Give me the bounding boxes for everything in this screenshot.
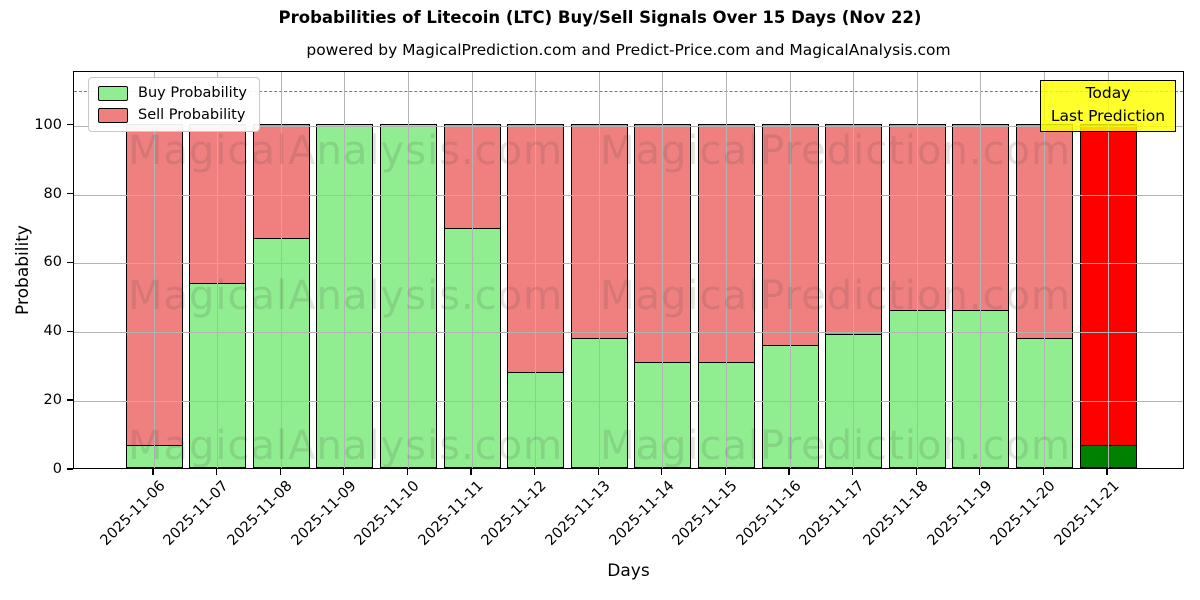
x-tick-mark bbox=[1042, 469, 1045, 475]
x-tick-label-text: 2025-11-16 bbox=[733, 478, 805, 549]
h-gridline bbox=[74, 263, 1183, 265]
h-gridline bbox=[74, 194, 1183, 196]
today-annotation-box: Today Last Prediction bbox=[1040, 80, 1176, 132]
y-tick-mark bbox=[67, 124, 73, 126]
x-tick-label-text: 2025-11-06 bbox=[97, 478, 169, 549]
x-tick-mark bbox=[470, 469, 472, 475]
y-tick-label: 100 bbox=[34, 116, 62, 133]
h-gridline bbox=[74, 125, 1183, 127]
v-gridline bbox=[598, 72, 600, 468]
x-tick-mark bbox=[979, 469, 981, 475]
v-gridline bbox=[217, 72, 219, 468]
x-tick-label-text: 2025-11-11 bbox=[415, 478, 487, 549]
plot-area bbox=[73, 71, 1184, 469]
h-gridline bbox=[74, 401, 1183, 403]
v-gridline bbox=[280, 72, 282, 468]
x-tick-mark bbox=[661, 469, 663, 475]
y-tick-mark bbox=[67, 399, 73, 401]
x-tick-label-text: 2025-11-18 bbox=[860, 478, 932, 549]
legend-item-sell: Sell Probability bbox=[98, 107, 247, 123]
x-tick-label-text: 2025-11-10 bbox=[351, 478, 423, 549]
x-tick-mark bbox=[215, 469, 218, 475]
y-tick-label: 0 bbox=[52, 461, 62, 477]
v-gridline bbox=[344, 72, 346, 468]
v-gridline bbox=[407, 72, 409, 468]
x-tick-mark bbox=[851, 469, 854, 475]
x-tick-label-text: 2025-11-17 bbox=[796, 478, 868, 549]
v-gridline bbox=[980, 72, 982, 468]
x-tick-mark bbox=[1106, 469, 1108, 475]
y-tick-mark bbox=[67, 330, 73, 332]
v-gridline bbox=[662, 72, 664, 468]
x-tick-label-text: 2025-11-12 bbox=[478, 478, 550, 549]
v-gridline bbox=[1107, 72, 1109, 468]
legend: Buy Probability Sell Probability bbox=[88, 77, 260, 132]
y-tick-mark bbox=[67, 192, 73, 195]
legend-label-buy: Buy Probability bbox=[138, 85, 247, 101]
x-tick-label-text: 2025-11-13 bbox=[542, 478, 614, 549]
v-gridline bbox=[725, 72, 727, 468]
legend-label-sell: Sell Probability bbox=[138, 107, 246, 123]
dashed-threshold-line bbox=[74, 91, 1183, 93]
sell-swatch-icon bbox=[98, 107, 128, 123]
x-axis-label: Days bbox=[607, 561, 650, 581]
x-tick-mark bbox=[152, 469, 154, 475]
watermark-text: MagicalPrediction.com bbox=[600, 423, 1071, 469]
watermark-text: MagicalAnalysis.com bbox=[128, 128, 564, 174]
v-gridline bbox=[1043, 72, 1045, 468]
v-gridline bbox=[535, 72, 537, 468]
watermark-text: MagicalAnalysis.com bbox=[128, 423, 564, 469]
v-gridline bbox=[153, 72, 155, 468]
y-tick-label: 40 bbox=[43, 323, 62, 340]
watermark-text: MagicalAnalysis.com bbox=[128, 273, 564, 319]
legend-item-buy: Buy Probability bbox=[98, 85, 247, 101]
x-tick-label-text: 2025-11-20 bbox=[987, 478, 1059, 549]
x-tick-mark bbox=[533, 469, 536, 475]
x-tick-label-text: 2025-11-09 bbox=[288, 478, 360, 549]
v-gridline bbox=[853, 72, 855, 468]
today-annotation-line1: Today bbox=[1085, 84, 1131, 102]
x-tick-label-text: 2025-11-15 bbox=[669, 478, 741, 549]
v-gridline bbox=[916, 72, 918, 468]
x-tick-label-text: 2025-11-07 bbox=[160, 478, 232, 549]
watermark-text: MagicalPrediction.com bbox=[600, 128, 1071, 174]
y-tick-mark bbox=[67, 261, 73, 264]
chart-subtitle: powered by MagicalPrediction.com and Pre… bbox=[306, 41, 951, 59]
y-tick-label: 80 bbox=[43, 185, 62, 202]
h-gridline bbox=[74, 332, 1183, 334]
x-tick-mark bbox=[597, 469, 599, 475]
v-gridline bbox=[471, 72, 473, 468]
x-tick-label-text: 2025-11-21 bbox=[1051, 478, 1123, 549]
v-gridline bbox=[789, 72, 791, 468]
today-annotation-line2: Last Prediction bbox=[1050, 107, 1166, 126]
x-tick-label-text: 2025-11-14 bbox=[606, 478, 678, 549]
x-tick-mark bbox=[724, 469, 727, 475]
watermark-text: MagicalPrediction.com bbox=[600, 273, 1071, 319]
buy-swatch-icon bbox=[98, 85, 128, 101]
chart-title: Probabilities of Litecoin (LTC) Buy/Sell… bbox=[278, 8, 922, 27]
x-tick-mark bbox=[406, 469, 409, 475]
y-tick-label: 20 bbox=[43, 392, 62, 409]
x-tick-label-text: 2025-11-08 bbox=[224, 478, 296, 549]
y-tick-mark bbox=[67, 468, 73, 470]
x-tick-label-text: 2025-11-19 bbox=[924, 478, 996, 549]
x-tick-mark bbox=[788, 469, 790, 475]
x-tick-mark bbox=[343, 469, 345, 475]
x-tick-mark bbox=[279, 469, 281, 475]
y-tick-label: 60 bbox=[43, 254, 62, 271]
x-tick-mark bbox=[915, 469, 917, 475]
